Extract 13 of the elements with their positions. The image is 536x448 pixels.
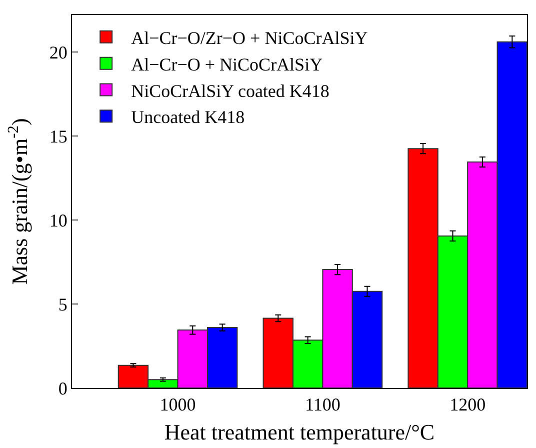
y-tick-label: 10 [49, 210, 68, 230]
legend-label: Uncoated K418 [131, 107, 245, 128]
y-tick-label: 0 [58, 378, 68, 398]
legend-label: NiCoCrAlSiY coated K418 [131, 80, 330, 101]
legend-label: Al−Cr−O/Zr−O + NiCoCrAlSiY [131, 28, 368, 48]
y-tick-label: 15 [49, 126, 68, 146]
y-tick-label: 5 [58, 294, 68, 314]
x-axis-title: Heat treatment temperature/°C [164, 420, 435, 444]
y-tick-label: 20 [49, 42, 68, 62]
x-tick-label: 1000 [160, 394, 196, 415]
legend-label: Al−Cr−O + NiCoCrAlSiY [131, 54, 323, 74]
x-tick-label: 1100 [305, 394, 340, 415]
x-tick-label: 1200 [450, 394, 486, 415]
